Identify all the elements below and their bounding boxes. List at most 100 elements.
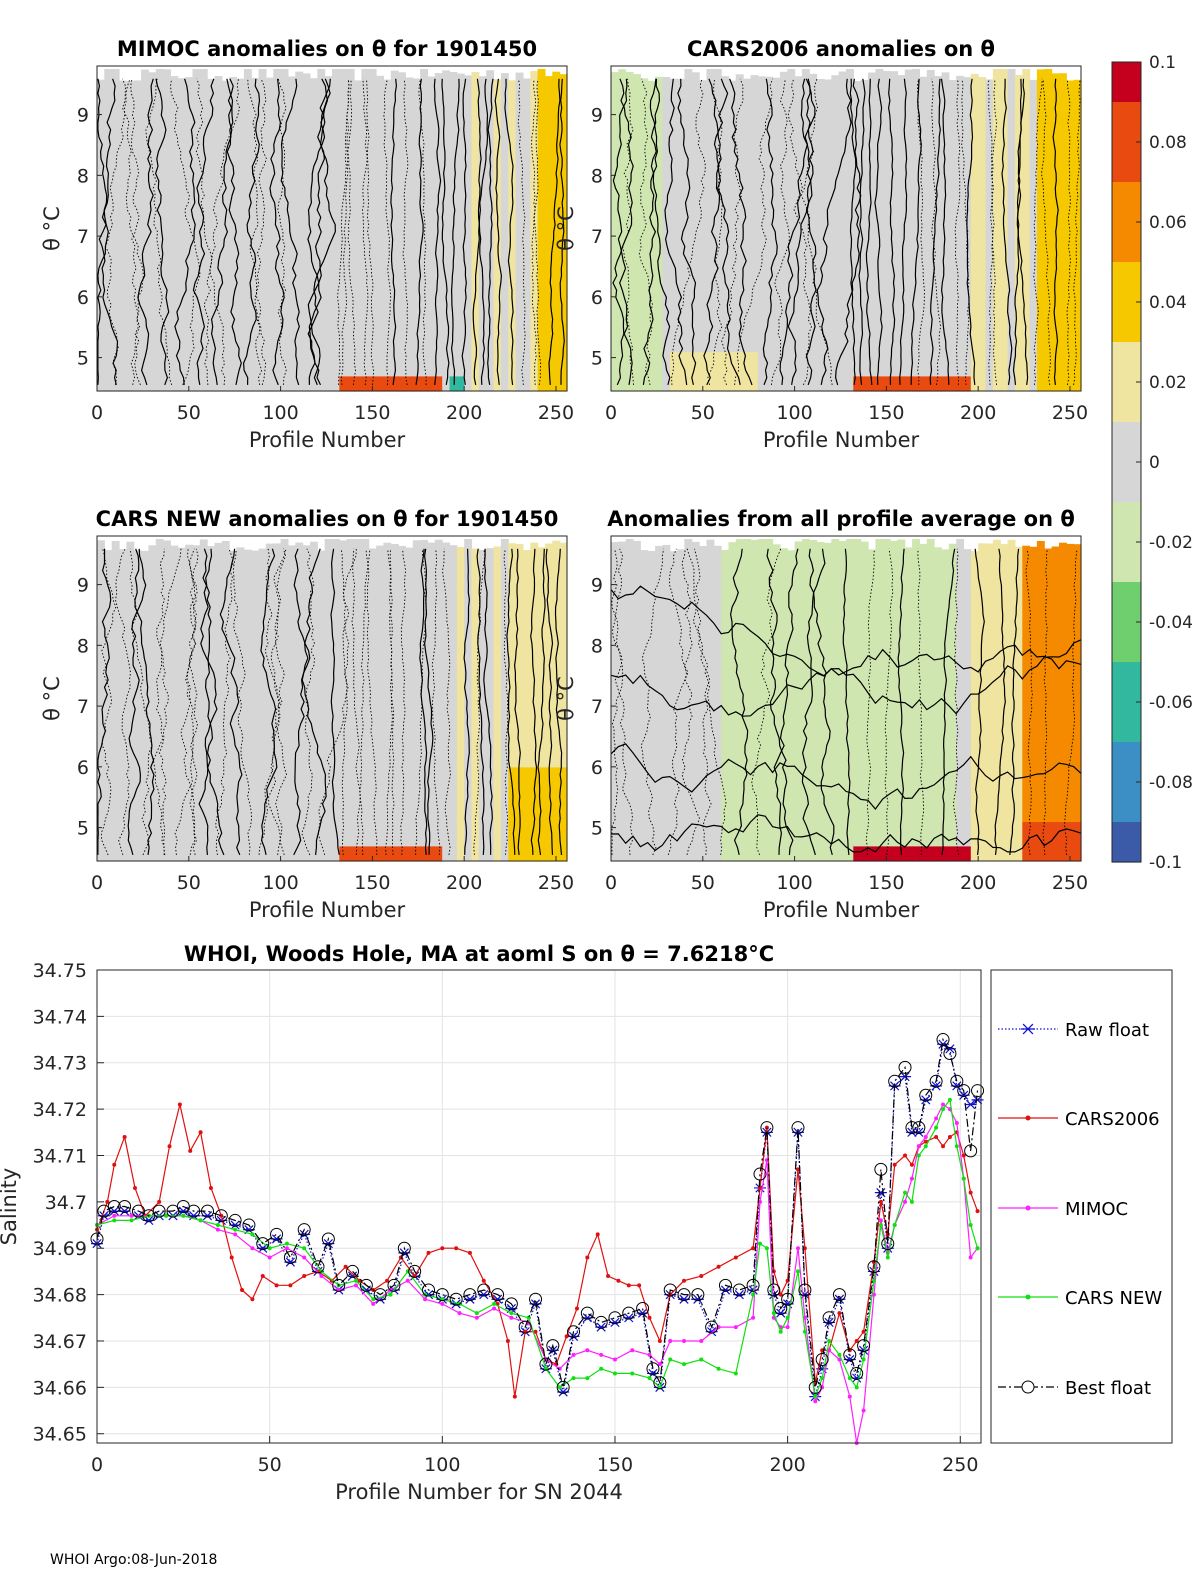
heatmap-cell (611, 351, 619, 377)
heatmap-cell (801, 351, 810, 377)
contour-line (483, 548, 493, 855)
contour-line (441, 78, 450, 386)
y-tick-label: 34.69 (33, 1238, 87, 1260)
contour-line (1042, 548, 1048, 855)
heatmap-cell (552, 845, 561, 862)
heatmap-cell (310, 766, 318, 823)
heatmap-cell (611, 375, 619, 392)
heatmap-cell (287, 821, 296, 847)
y-tick-label: 7 (77, 226, 89, 248)
heatmap-cell (530, 375, 539, 392)
heatmap-cell (684, 766, 693, 823)
colorbar-segment (1112, 802, 1141, 823)
heatmap-cell (904, 114, 913, 207)
heatmap-cell (383, 114, 392, 207)
heatmap-cell (868, 821, 876, 847)
heatmap-cell (376, 114, 384, 207)
data-point (343, 1264, 348, 1269)
heatmap-cell (934, 351, 942, 377)
heatmap-cell (221, 845, 230, 862)
heatmap-cell (779, 71, 788, 116)
heatmap-cell (1007, 675, 1016, 768)
heatmap-cell (868, 845, 876, 862)
heatmap-cell (412, 296, 421, 353)
heatmap-cell (420, 766, 428, 823)
heatmap-cell (265, 375, 274, 392)
data-point (909, 1199, 914, 1204)
heatmap-cell (904, 766, 913, 823)
heatmap-cell (405, 821, 414, 847)
data-point (387, 1278, 401, 1292)
heatmap-cell (332, 375, 340, 392)
heatmap-cell (1014, 296, 1023, 353)
data-point (802, 1329, 807, 1334)
heatmap-cell (339, 540, 348, 586)
x-tick-label: 200 (769, 1454, 805, 1476)
heatmap-cell (354, 845, 362, 862)
heatmap-cell (919, 543, 928, 586)
heatmap-cell (853, 584, 862, 677)
heatmap-cell (221, 351, 230, 377)
heatmap-cell (890, 675, 898, 768)
heatmap-cell (934, 675, 942, 768)
heatmap-cell (545, 76, 553, 116)
heatmap-cell (824, 845, 832, 862)
heatmap-cell (787, 550, 796, 586)
heatmap-cell (111, 845, 120, 862)
heatmap-cell (640, 550, 649, 586)
heatmap-cell (1022, 766, 1031, 823)
heatmap-cell (647, 351, 656, 377)
heatmap-cell (185, 375, 193, 392)
heatmap-cell (354, 375, 362, 392)
heatmap-cell (302, 114, 311, 207)
x-tick-label: 0 (605, 872, 617, 894)
heatmap-cell (471, 548, 480, 586)
heatmap-cell (522, 375, 531, 392)
data-point (682, 1278, 687, 1283)
heatmap-cell (794, 541, 803, 586)
heatmap-cell (163, 205, 171, 298)
heatmap-cell (310, 114, 318, 207)
heatmap-cell (735, 675, 744, 768)
heatmap-cell (1000, 375, 1009, 392)
heatmap-cell (772, 375, 781, 392)
data-point (716, 1264, 721, 1269)
heatmap-cell (992, 296, 1001, 353)
heatmap-cell (824, 584, 832, 677)
data-point (250, 1246, 255, 1251)
heatmap-cell (280, 296, 289, 353)
heatmap-cell (846, 845, 854, 862)
data-point (878, 1223, 883, 1228)
heatmap-cell (948, 675, 957, 768)
heatmap-cell (860, 821, 869, 847)
heatmap-cell (456, 296, 465, 353)
data-point (509, 1315, 514, 1320)
contour-line (340, 78, 350, 385)
heatmap-cell (361, 67, 370, 116)
heatmap-cell (332, 296, 340, 353)
data-point (909, 1162, 914, 1167)
heatmap-cell (111, 296, 120, 353)
heatmap-cell (735, 584, 744, 677)
heatmap-cell (317, 550, 326, 586)
heatmap-cell (324, 351, 333, 377)
contour-line (708, 78, 741, 386)
heatmap-cell (456, 114, 465, 207)
contour-line (787, 78, 812, 386)
heatmap-cell (882, 584, 891, 677)
contour-line (254, 78, 267, 385)
heatmap-cell (647, 205, 656, 298)
heatmap-cell (508, 821, 517, 847)
heatmap-cell (831, 766, 840, 823)
data-point (422, 1283, 435, 1297)
heatmap-cell (691, 821, 700, 847)
heatmap-cell (177, 584, 186, 677)
heatmap-cell (207, 114, 216, 207)
heatmap-cell (1022, 675, 1031, 768)
heatmap-cell (339, 114, 348, 207)
contour-line (842, 548, 851, 855)
heatmap-cell (434, 351, 443, 377)
heatmap-cell (199, 375, 208, 392)
heatmap-cell (699, 375, 707, 392)
heatmap-cell (522, 205, 531, 298)
